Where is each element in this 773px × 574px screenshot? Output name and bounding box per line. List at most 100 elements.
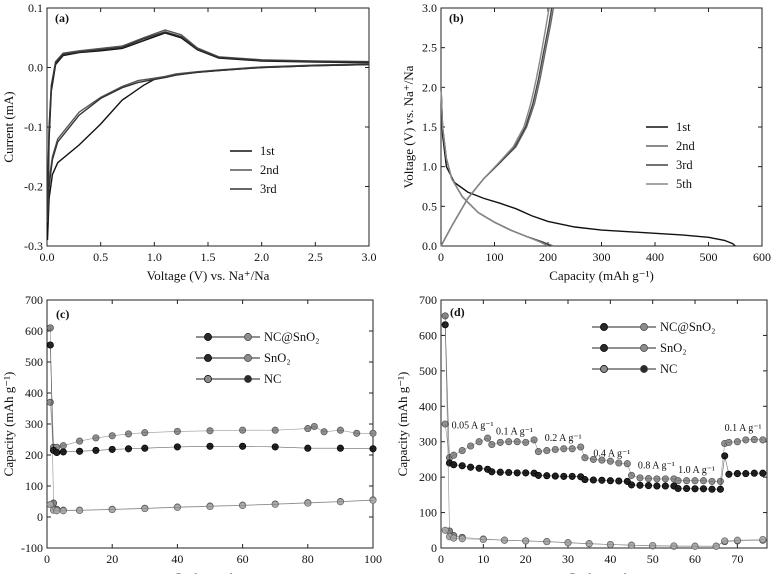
y-tick-label: 1.0 <box>422 160 437 174</box>
x-tick-label: 2.5 <box>308 250 323 264</box>
legend-label: 3rd <box>676 158 693 172</box>
y-axis-label: Capacity (mAh g⁻¹) <box>1 372 16 477</box>
y-tick-label: 0.0 <box>422 239 437 253</box>
x-tick-label: 100 <box>486 250 504 264</box>
legend-marker-NC@SnO2-discharge <box>244 333 252 341</box>
legend-marker-SnO2-discharge <box>640 344 648 352</box>
x-axis-label: Voltage (V) vs. Na⁺/Na <box>147 268 270 283</box>
x-axis-label: Capacity (mAh g⁻¹) <box>549 268 654 283</box>
y-tick-label: -0.3 <box>24 239 43 253</box>
legend: 1st 2nd 3rd 5th <box>646 120 696 191</box>
chart-panel-3: 020406080100-1000100200300400500600700Cy… <box>1 293 382 574</box>
series-trace-NC@SnO2-charge <box>50 344 374 453</box>
legend-label: NC <box>264 372 281 386</box>
legend-marker-NC-discharge <box>640 365 648 373</box>
y-tick-label: -100 <box>21 541 43 555</box>
y-tick-label: 2.0 <box>422 80 437 94</box>
y-tick-label: 2.5 <box>422 41 437 55</box>
y-axis-label: Current (mA) <box>1 91 16 162</box>
series-line-5th-0 <box>440 87 549 247</box>
x-tick-label: 30 <box>562 552 574 566</box>
series-line-5th-1 <box>440 7 550 247</box>
rate-annotation: 0.2 A g⁻¹ <box>545 433 582 444</box>
series-trace-NC-discharge <box>50 500 374 512</box>
y-tick-label: 700 <box>25 293 43 307</box>
y-tick-label: 1.5 <box>422 120 437 134</box>
series-line-1st-0 <box>46 32 370 241</box>
legend-marker-SnO2-charge <box>204 354 212 362</box>
plot-data <box>440 7 736 247</box>
series-line-2nd-0 <box>46 29 370 217</box>
series-trace-NC@SnO2-discharge <box>50 402 373 448</box>
x-tick-label: 60 <box>237 552 249 566</box>
y-tick-label: 500 <box>25 355 43 369</box>
x-tick-label: 0.5 <box>93 250 108 264</box>
x-tick-label: 3.0 <box>362 250 377 264</box>
panel-label: (a) <box>55 11 69 25</box>
x-tick-label: 20 <box>106 552 118 566</box>
legend-marker-SnO2-discharge <box>244 354 252 362</box>
y-tick-label: 300 <box>25 417 43 431</box>
legend-marker-NC-discharge <box>244 375 252 383</box>
y-tick-label: 400 <box>25 386 43 400</box>
series-trace-NC@SnO2-discharge <box>444 423 763 482</box>
legend-label: 5th <box>676 177 693 191</box>
rate-annotation: 1.0 A g⁻¹ <box>678 465 715 476</box>
legend-label: 3rd <box>260 182 277 196</box>
x-tick-label: 400 <box>646 250 664 264</box>
x-tick-label: 600 <box>753 250 771 264</box>
y-tick-label: 0.5 <box>422 199 437 213</box>
x-tick-label: 1.0 <box>147 250 162 264</box>
plot-frame <box>440 299 768 549</box>
rate-annotation: 0.8 A g⁻¹ <box>638 460 675 471</box>
x-axis-label: Cycle number <box>173 570 247 574</box>
x-tick-label: 500 <box>700 250 718 264</box>
series-trace-NC-discharge <box>444 530 763 547</box>
legend-marker-NC-charge <box>204 375 212 383</box>
x-tick-label: 1.5 <box>201 250 216 264</box>
legend-label: SnO₂ <box>660 341 687 355</box>
legend-marker-NC@SnO2-charge <box>204 333 212 341</box>
y-tick-label: -0.2 <box>24 180 43 194</box>
y-tick-label: -0.1 <box>24 120 43 134</box>
y-tick-label: 0.0 <box>28 61 43 75</box>
x-tick-label: 40 <box>171 552 183 566</box>
x-axis-label: Cycle number <box>567 570 641 574</box>
series-line-3rd-1 <box>440 7 553 247</box>
legend-label: 1st <box>260 144 275 158</box>
plot-frame <box>46 7 370 247</box>
x-tick-label: 2.0 <box>254 250 269 264</box>
plot-data <box>441 312 767 550</box>
y-tick-label: 300 <box>419 435 437 449</box>
y-tick-label: 0 <box>431 541 437 555</box>
legend-marker-NC-charge <box>600 365 608 373</box>
plot-data <box>46 29 370 241</box>
y-axis-label: Capacity (mAh g⁻¹) <box>395 372 410 477</box>
panel-label: (d) <box>450 305 465 319</box>
chart-panel-1: 0.0 0.5 1.0 1.5 2.0 2.5 3.0 -0.3 -0.2 -0.1 0.0 0.1 V… <box>1 1 377 283</box>
legend-label: NC@SnO₂ <box>264 330 319 344</box>
legend-label: NC <box>660 362 677 376</box>
series-line-3rd-0 <box>46 31 370 223</box>
panel-label: (c) <box>56 307 69 321</box>
x-tick-label: 300 <box>593 250 611 264</box>
legend-label: NC@SnO₂ <box>660 320 715 334</box>
legend: NC@SnO₂ SnO₂ NC <box>196 330 319 386</box>
x-tick-label: 0.0 <box>40 250 55 264</box>
legend-marker-NC@SnO2-charge <box>600 323 608 331</box>
y-tick-label: 100 <box>25 479 43 493</box>
y-tick-label: 700 <box>419 293 437 307</box>
x-tick-label: 0 <box>438 552 444 566</box>
rate-annotation: 0.1 A g⁻¹ <box>725 423 762 434</box>
chart-panel-2: 0 100 200 300 400 500 600 0.0 0.5 1.0 1.5 2.0 2.5 3.0… <box>401 1 771 283</box>
y-tick-label: 0 <box>37 510 43 524</box>
x-tick-label: 20 <box>520 552 532 566</box>
y-tick-label: 3.0 <box>422 1 437 15</box>
legend-marker-SnO2-charge <box>600 344 608 352</box>
series-line-2nd-1 <box>440 7 555 247</box>
chart-panel-4: 0102030405060700100200300400500600700Cyc… <box>395 293 768 574</box>
plot-frame <box>440 7 763 247</box>
series-trace-NC@SnO2-charge <box>444 324 763 490</box>
x-tick-label: 200 <box>539 250 557 264</box>
